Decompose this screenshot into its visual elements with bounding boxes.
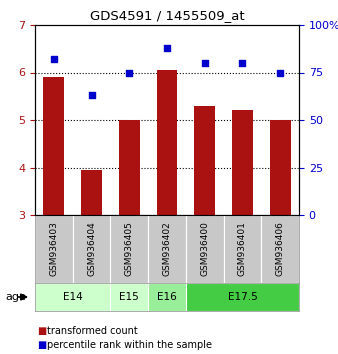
Point [240,60,245,66]
Text: GSM936401: GSM936401 [238,222,247,276]
Bar [186,283,299,311]
Text: E15: E15 [119,292,139,302]
Text: transformed count: transformed count [47,326,138,336]
Point [89,92,94,98]
Point [202,60,208,66]
Bar [186,215,223,283]
Text: E16: E16 [157,292,177,302]
Text: ■: ■ [37,326,46,336]
Bar [194,106,215,215]
Bar [270,120,291,215]
Bar [232,110,253,215]
Bar [44,77,64,215]
Bar [35,215,73,283]
Bar [223,215,261,283]
Text: percentile rank within the sample: percentile rank within the sample [47,341,212,350]
Text: E14: E14 [63,292,82,302]
Text: GSM936402: GSM936402 [163,222,171,276]
Text: GSM936404: GSM936404 [87,222,96,276]
Point [277,70,283,75]
Bar [111,215,148,283]
Point [127,70,132,75]
Text: E17.5: E17.5 [227,292,257,302]
Bar [81,170,102,215]
Text: GSM936400: GSM936400 [200,222,209,276]
Bar [148,215,186,283]
Point [51,56,56,62]
Bar [111,283,148,311]
Text: age: age [5,292,26,302]
Point [164,45,170,51]
Bar [148,283,186,311]
Text: GSM936406: GSM936406 [276,222,285,276]
Bar [73,215,111,283]
Bar [35,283,111,311]
Bar [156,70,177,215]
Title: GDS4591 / 1455509_at: GDS4591 / 1455509_at [90,10,244,22]
Bar [261,215,299,283]
Text: ■: ■ [37,341,46,350]
Text: GSM936405: GSM936405 [125,222,134,276]
Text: GSM936403: GSM936403 [49,222,58,276]
Bar [119,120,140,215]
